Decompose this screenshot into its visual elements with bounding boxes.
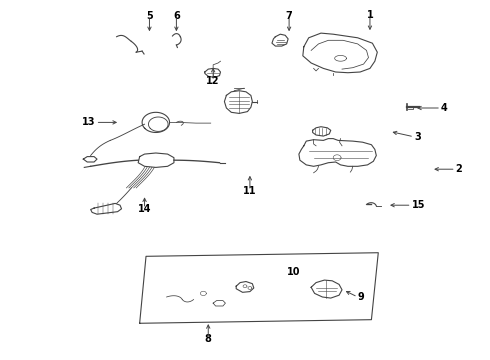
Text: 6: 6	[173, 11, 180, 21]
Text: 8: 8	[205, 334, 212, 344]
Text: 9: 9	[358, 292, 365, 302]
Text: 10: 10	[287, 267, 301, 277]
Text: 1: 1	[367, 10, 373, 20]
Text: 7: 7	[286, 11, 293, 21]
Text: 4: 4	[441, 103, 448, 113]
Text: 3: 3	[414, 132, 421, 142]
Text: 12: 12	[206, 76, 220, 86]
Text: 11: 11	[243, 186, 257, 196]
Text: 13: 13	[82, 117, 96, 127]
Text: 15: 15	[412, 200, 425, 210]
Text: 5: 5	[146, 11, 153, 21]
Text: 14: 14	[138, 204, 151, 214]
Text: 2: 2	[456, 164, 463, 174]
